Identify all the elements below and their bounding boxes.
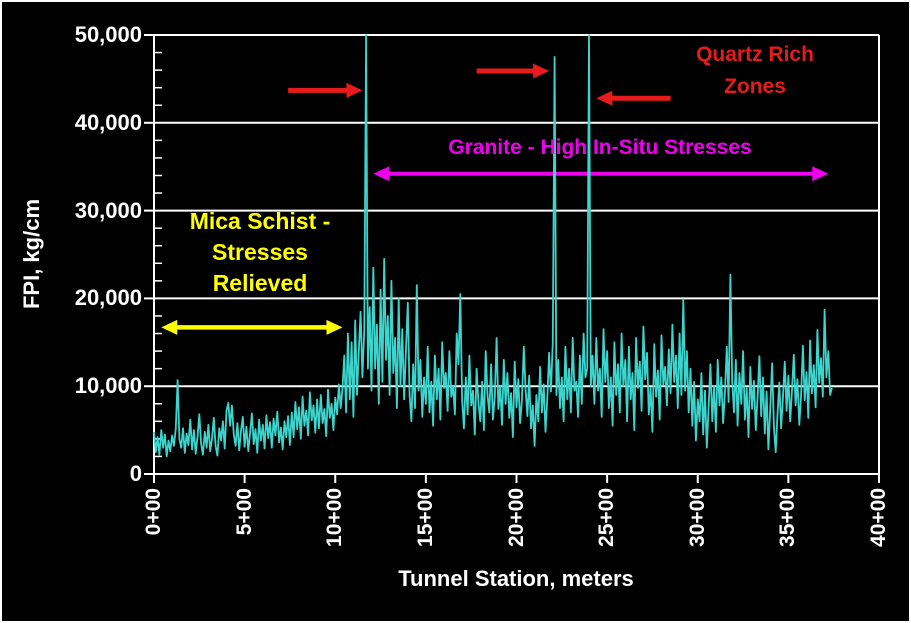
y-tick-label-10,000: 10,000 [74, 373, 142, 399]
x-tick-label-15+00: 15+00 [413, 488, 437, 547]
y-tick-label-50,000: 50,000 [74, 22, 142, 47]
granite-zone-arrow-head [373, 166, 390, 182]
x-tick-label-40+00: 40+00 [867, 488, 890, 547]
mica-annotation-line-2: Stresses [212, 239, 308, 265]
mica-annotation-line-3: Relieved [212, 270, 308, 296]
y-axis-title: FPI, kg/cm [19, 198, 44, 310]
quartz-annotation-line-1: Quartz Rich [696, 43, 814, 66]
y-tick-label-20,000: 20,000 [74, 285, 142, 311]
y-tick-label-40,000: 40,000 [74, 109, 142, 135]
x-tick-label-10+00: 10+00 [323, 488, 347, 547]
y-tick-label-30,000: 30,000 [74, 197, 142, 223]
x-axis-title: Tunnel Station, meters [398, 566, 634, 591]
granite-zone-arrow-head [812, 166, 829, 182]
fpi-series-line [153, 34, 833, 458]
x-tick-label-5+00: 5+00 [232, 488, 256, 536]
mica-annotation-line-1: Mica Schist - [189, 208, 331, 234]
mica-zone-arrow-head [161, 319, 178, 335]
mica-schist-annotation: Mica Schist - Stresses Relieved [150, 206, 370, 299]
quartz-arrow-2-head [533, 63, 550, 79]
x-tick-label-25+00: 25+00 [595, 488, 619, 547]
granite-annotation: Granite - High In-Situ Stresses [448, 136, 752, 159]
quartz-arrow-3-head [596, 90, 613, 106]
mica-zone-arrow-head [326, 319, 343, 335]
y-tick-label-0: 0 [129, 461, 142, 486]
x-tick-label-20+00: 20+00 [504, 488, 528, 547]
quartz-rich-zones-annotation: Quartz Rich Zones [675, 39, 835, 103]
x-tick-label-35+00: 35+00 [776, 488, 800, 547]
x-tick-label-0+00: 0+00 [142, 488, 165, 536]
quartz-annotation-line-2: Zones [724, 75, 786, 98]
x-tick-label-30+00: 30+00 [685, 488, 709, 547]
quartz-arrow-1-head [346, 82, 363, 98]
